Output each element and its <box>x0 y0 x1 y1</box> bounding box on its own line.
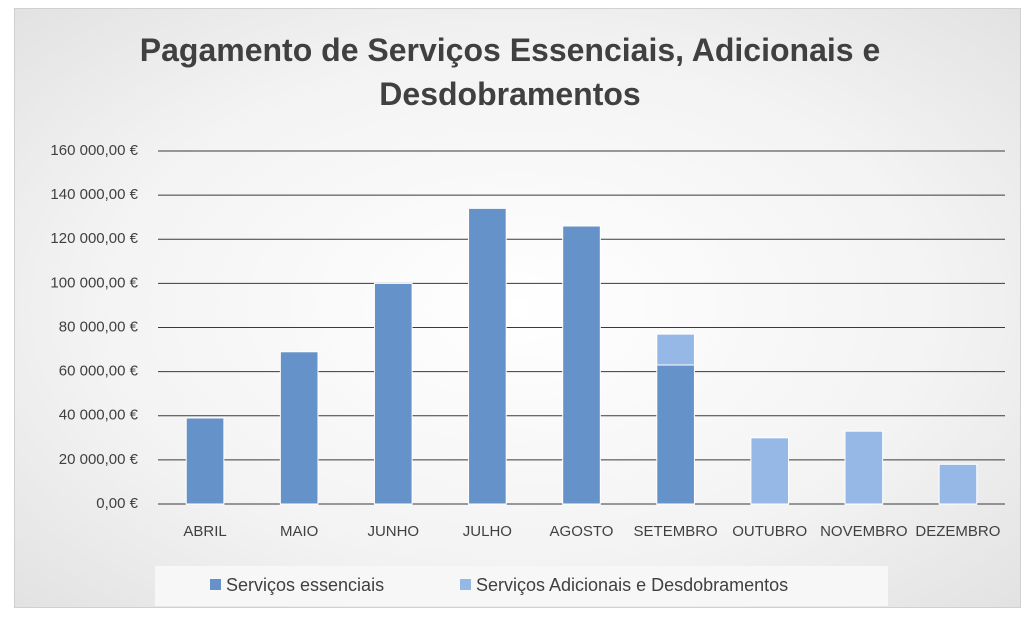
x-tick-label: ABRIL <box>183 523 226 540</box>
bar <box>373 282 413 505</box>
bar <box>750 437 790 505</box>
legend-swatch <box>210 579 221 590</box>
legend-box <box>155 566 888 606</box>
x-tick-label: OUTUBRO <box>732 523 807 540</box>
x-tick-label: MAIO <box>280 523 318 540</box>
x-tick-label: SETEMBRO <box>634 523 718 540</box>
legend-label: Serviços essenciais <box>226 575 384 595</box>
bar <box>279 351 319 505</box>
bar <box>844 430 884 505</box>
chart-frame <box>14 8 1021 608</box>
x-tick-label: NOVEMBRO <box>820 523 908 540</box>
bar <box>656 333 695 366</box>
y-tick-label: 100 000,00 € <box>50 274 138 291</box>
bar <box>656 364 695 505</box>
x-tick-label: DEZEMBRO <box>915 523 1000 540</box>
legend-label: Serviços Adicionais e Desdobramentos <box>476 575 788 595</box>
y-tick-label: 120 000,00 € <box>50 230 138 247</box>
y-tick-label: 20 000,00 € <box>59 451 139 468</box>
y-tick-label: 0,00 € <box>96 495 138 512</box>
x-tick-label: AGOSTO <box>550 523 614 540</box>
bar <box>468 207 507 505</box>
y-tick-label: 60 000,00 € <box>59 363 139 380</box>
bar <box>562 225 601 505</box>
x-tick-label: JUNHO <box>367 523 419 540</box>
x-tick-label: JULHO <box>463 523 512 540</box>
y-tick-label: 160 000,00 € <box>50 142 138 159</box>
bar <box>185 417 225 505</box>
y-tick-label: 40 000,00 € <box>59 407 139 424</box>
y-tick-label: 140 000,00 € <box>50 186 138 203</box>
chart-title: Pagamento de Serviços Essenciais, Adicio… <box>139 32 881 112</box>
y-tick-label: 80 000,00 € <box>59 318 139 335</box>
bar <box>938 463 978 505</box>
legend-swatch <box>460 579 471 590</box>
